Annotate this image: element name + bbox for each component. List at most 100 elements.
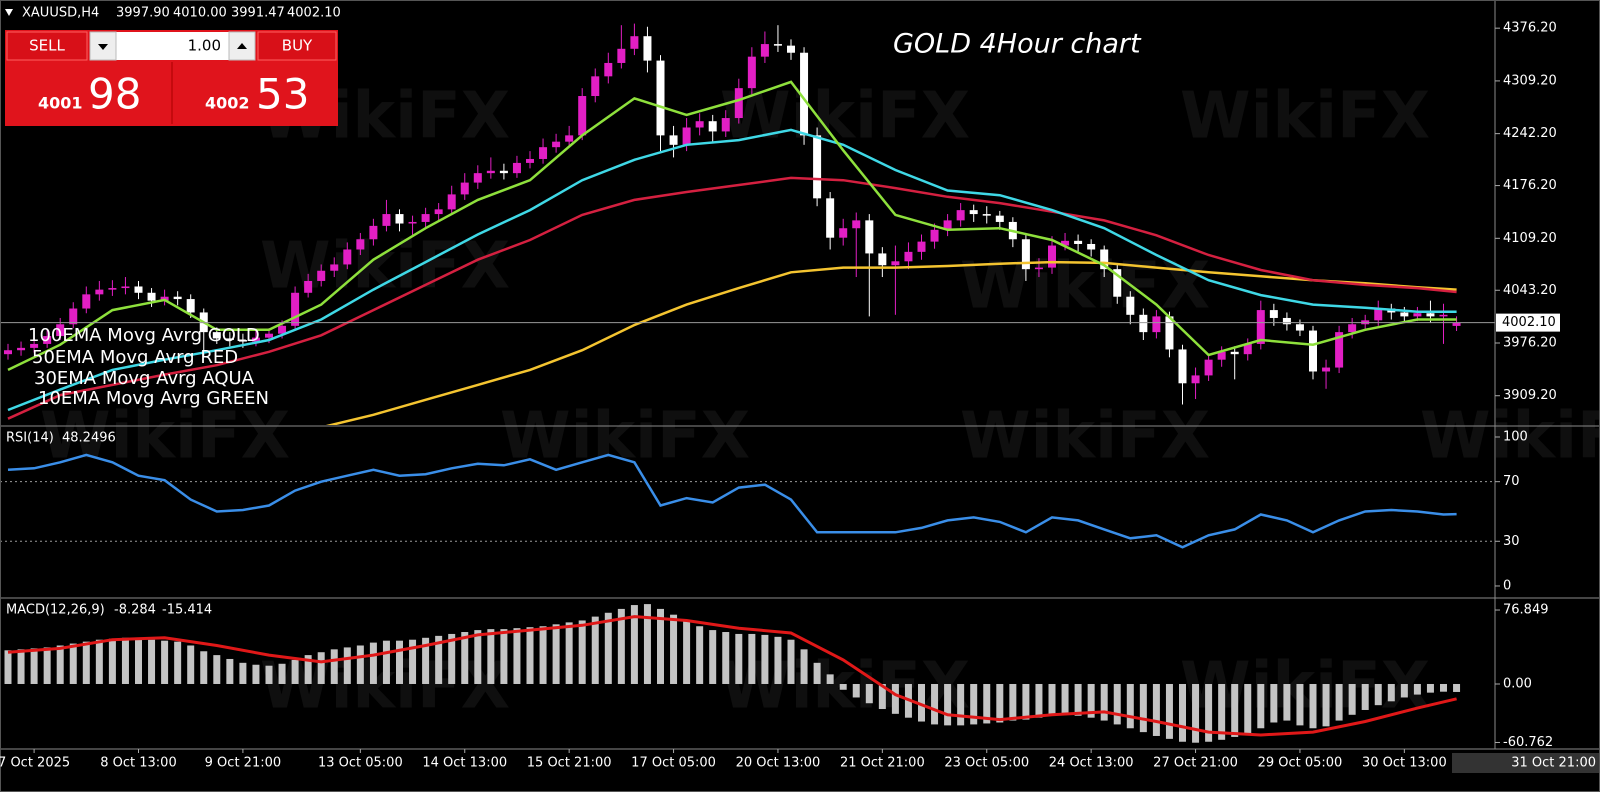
macd-bar xyxy=(1426,683,1434,693)
y-tick-label: 0 xyxy=(1503,578,1511,593)
macd-bar xyxy=(1322,683,1330,727)
candle-body xyxy=(526,158,534,163)
candle-body xyxy=(356,239,365,250)
candle-body xyxy=(878,253,887,266)
macd-bar xyxy=(1009,683,1017,721)
candle-body xyxy=(839,228,848,238)
x-tick-label: 14 Oct 13:00 xyxy=(422,756,507,771)
candle-body xyxy=(291,292,300,326)
candle-body xyxy=(434,209,443,215)
macd-bar xyxy=(565,622,573,684)
candle-body xyxy=(1165,316,1174,350)
header-low: 3991.47 xyxy=(231,6,285,21)
candle-body xyxy=(969,210,978,215)
candle-body xyxy=(1309,330,1317,372)
macd-bar xyxy=(1348,683,1356,715)
chart-title: GOLD 4Hour chart xyxy=(893,29,1142,60)
candle-body xyxy=(304,280,313,293)
candle-body xyxy=(369,225,378,240)
y-tick-label: 76.849 xyxy=(1503,603,1549,618)
lot-value: 1.00 xyxy=(188,37,221,55)
signal-line xyxy=(7,615,1457,737)
macd-bar xyxy=(422,637,430,684)
candle-body xyxy=(787,45,795,53)
macd-bar xyxy=(1387,683,1395,702)
candle-body xyxy=(238,340,247,342)
candle-body xyxy=(995,215,1004,222)
macd-bar xyxy=(1113,683,1121,725)
candle-body xyxy=(1113,269,1122,297)
lot-up[interactable] xyxy=(228,31,256,61)
macd-bar xyxy=(1309,683,1317,729)
macd-bar xyxy=(461,632,469,684)
macd-bar xyxy=(382,640,390,684)
candle-body xyxy=(1256,310,1265,344)
bid-big: 98 xyxy=(88,70,141,119)
candle-body xyxy=(4,350,12,355)
macd-bar xyxy=(356,645,364,684)
macd-bar xyxy=(1257,683,1265,729)
macd-title: MACD(12,26,9) xyxy=(6,603,105,618)
candle-body xyxy=(447,194,456,210)
macd-bar xyxy=(526,627,534,684)
ask-big: 53 xyxy=(256,70,309,119)
buy-label: BUY xyxy=(282,37,313,55)
macd-bar xyxy=(409,639,417,684)
candle-body xyxy=(669,135,678,145)
candle-body xyxy=(982,214,991,216)
macd-bar xyxy=(226,658,234,684)
macd-bar xyxy=(174,641,182,684)
main-pane xyxy=(0,23,1495,425)
macd-bar xyxy=(1139,683,1147,733)
buy-button[interactable] xyxy=(257,31,337,61)
candle-body xyxy=(225,338,234,340)
macd-bar xyxy=(278,663,286,684)
macd-bar xyxy=(291,659,299,684)
candle-body xyxy=(578,96,587,136)
sell-button[interactable] xyxy=(6,31,88,61)
macd-bar xyxy=(787,639,795,684)
header-close: 4002.10 xyxy=(287,6,341,21)
macd-bar xyxy=(696,626,704,684)
lot-input[interactable] xyxy=(90,32,255,60)
macd-bar xyxy=(878,683,886,710)
macd-bar xyxy=(683,620,691,684)
legend-entry: 30EMA Movg Avrg AQUA xyxy=(34,368,255,389)
bid-main: 4001 xyxy=(38,94,83,113)
candle-body xyxy=(1282,317,1291,325)
header-open: 3997.90 xyxy=(116,6,170,21)
y-tick-label: 4376.20 xyxy=(1503,21,1557,36)
macd-bar xyxy=(996,683,1004,723)
macd-bar xyxy=(539,626,547,684)
candle-body xyxy=(121,286,130,289)
candle-body xyxy=(1217,351,1226,360)
candle-body xyxy=(956,210,965,221)
macd-bar xyxy=(1231,683,1239,737)
candle-body xyxy=(1191,375,1200,384)
candle-body xyxy=(643,36,652,61)
ema-line xyxy=(7,80,1457,372)
candle-body xyxy=(617,48,626,63)
macd-bar xyxy=(4,650,12,684)
candle-body xyxy=(1139,314,1148,333)
macd-bar xyxy=(957,683,965,726)
y-tick-label: 4176.20 xyxy=(1503,178,1557,193)
candle-body xyxy=(930,229,939,242)
macd-bar xyxy=(69,643,77,684)
macd-bar xyxy=(1165,683,1173,739)
x-tick-label: 21 Oct 21:00 xyxy=(840,756,925,771)
candle-body xyxy=(552,141,561,148)
x-tick-label: 27 Oct 21:00 xyxy=(1153,756,1238,771)
candle-body xyxy=(421,214,430,222)
macd-bar xyxy=(95,639,103,684)
macd-bar xyxy=(970,683,978,725)
candle-body xyxy=(82,294,91,309)
candle-body xyxy=(382,214,391,226)
candle-body xyxy=(1074,240,1083,244)
macd-bar xyxy=(1270,683,1278,723)
x-tick-label: 29 Oct 05:00 xyxy=(1258,756,1343,771)
candle-body xyxy=(1126,296,1135,315)
candle-body xyxy=(408,221,417,224)
ema-line xyxy=(7,128,1457,412)
